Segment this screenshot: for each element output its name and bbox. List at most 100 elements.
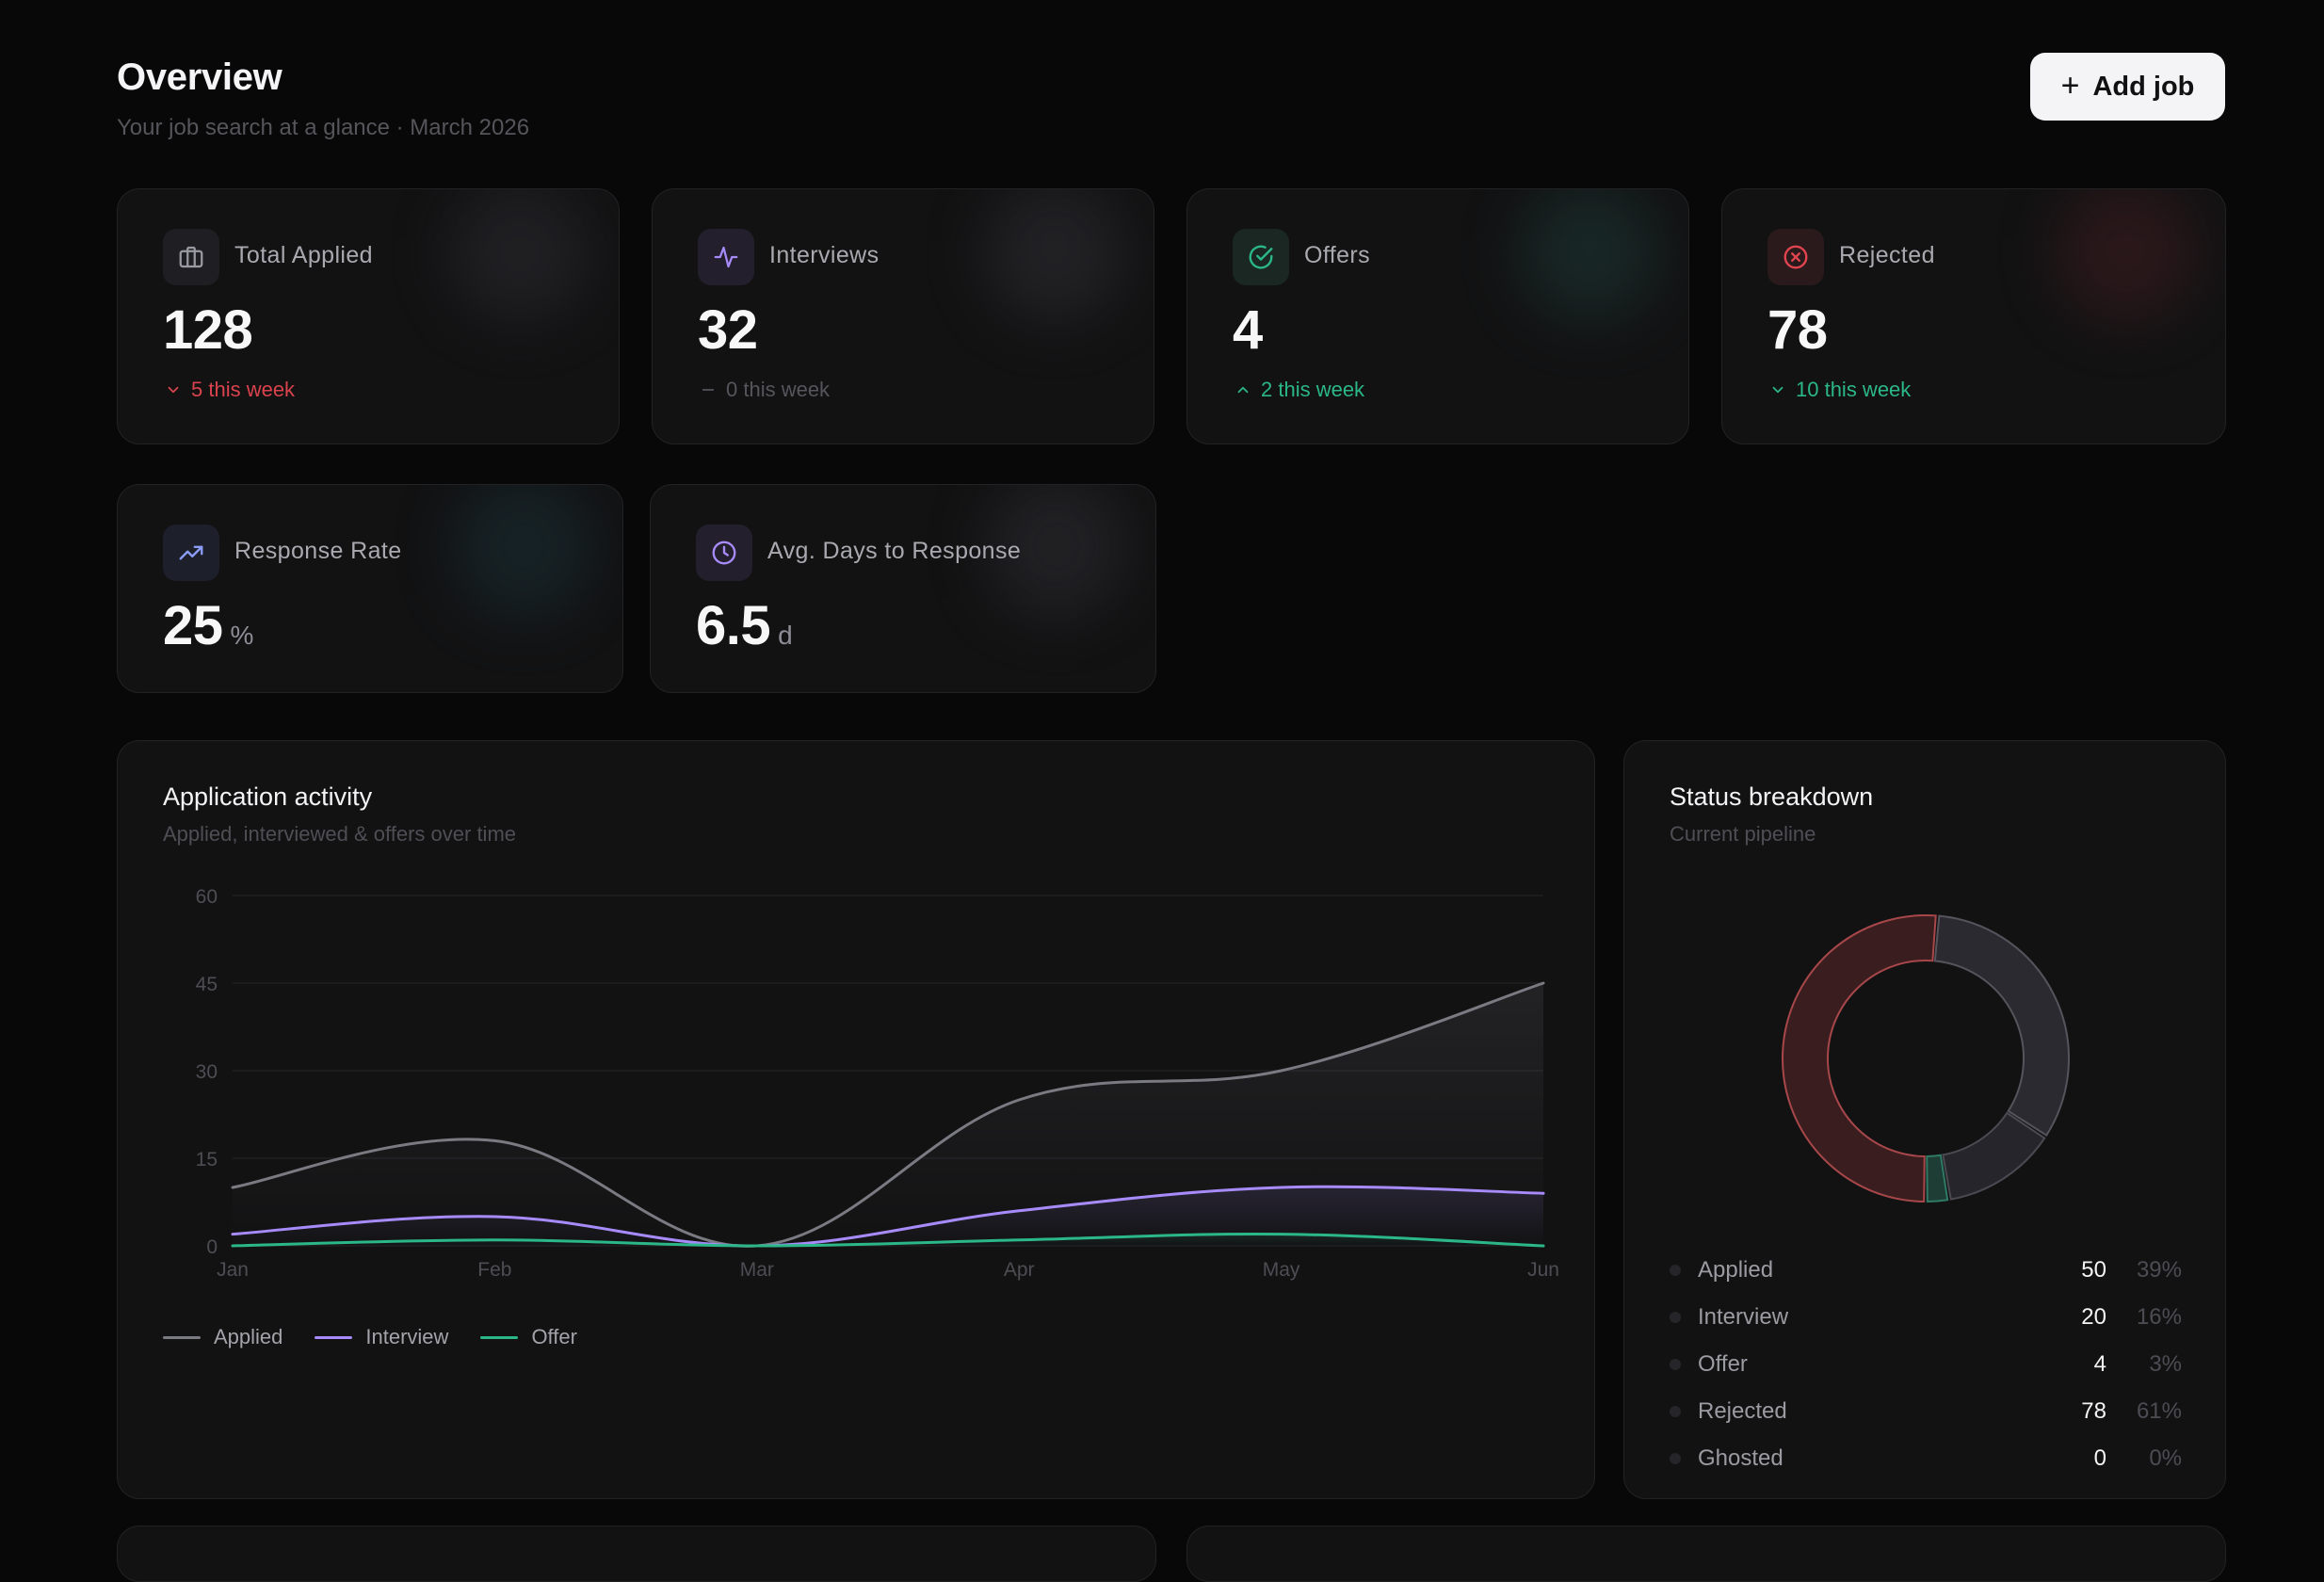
stat-card-avg-days: Avg. Days to Response 6.5 d — [650, 484, 1156, 693]
page-subtitle: Your job search at a glance · March 2026 — [117, 115, 530, 140]
status-row: Offer 4 3% — [1670, 1346, 2182, 1383]
series-line-interview — [231, 1185, 1545, 1248]
stat-card-rejected: Rejected 78 10 this week — [1721, 188, 2226, 444]
x-circle-icon — [1767, 229, 1824, 285]
bottom-card-left — [117, 1526, 1156, 1582]
series-area-interview — [233, 1186, 1543, 1247]
status-percent: 3% — [2149, 1351, 2182, 1377]
status-donut-chart — [1782, 914, 2070, 1203]
status-percent: 16% — [2136, 1304, 2182, 1330]
legend-swatch — [315, 1335, 353, 1339]
status-dot — [1670, 1312, 1681, 1323]
y-tick-label: 30 — [196, 1061, 218, 1083]
stat-delta: 2 this week — [1235, 378, 1364, 402]
donut-slice-applied — [1933, 914, 2070, 1137]
donut-slice-offer — [1926, 1154, 1949, 1203]
panel-subtitle: Current pipeline — [1670, 822, 1816, 846]
stat-label: Response Rate — [234, 538, 402, 564]
panel-title: Application activity — [163, 783, 373, 811]
status-dot — [1670, 1406, 1681, 1417]
y-tick-label: 60 — [196, 886, 218, 908]
chevron-down-icon — [1772, 386, 1783, 394]
legend-swatch — [163, 1335, 201, 1339]
status-row: Rejected 78 61% — [1670, 1393, 2182, 1430]
panel-subtitle: Applied, interviewed & offers over time — [163, 822, 516, 846]
stat-delta: 10 this week — [1769, 378, 1911, 402]
stat-unit: d — [778, 621, 793, 650]
stat-value: 6.5 d — [696, 595, 793, 656]
stat-card-response-rate: Response Rate 25% — [117, 484, 623, 693]
status-percent: 0% — [2149, 1445, 2182, 1471]
stat-label: Offers — [1304, 242, 1371, 268]
minus-icon — [702, 389, 715, 391]
x-tick-label: Jan — [217, 1259, 249, 1281]
series-area-applied — [233, 983, 1543, 1247]
stat-unit: % — [230, 621, 254, 650]
chevron-down-icon — [168, 386, 179, 394]
status-count: 0 — [2093, 1445, 2106, 1471]
stat-value: 25% — [163, 595, 254, 656]
status-count: 50 — [2081, 1257, 2106, 1283]
legend-label: Interview — [365, 1325, 449, 1348]
status-percent: 61% — [2136, 1398, 2182, 1424]
check-circle-icon — [1233, 229, 1289, 285]
legend-item: Interview — [315, 1325, 448, 1349]
legend-label: Applied — [214, 1325, 283, 1348]
stat-delta: 0 this week — [700, 378, 830, 402]
legend-item: Offer — [480, 1325, 577, 1349]
status-dot — [1670, 1453, 1681, 1464]
x-tick-label: Mar — [740, 1259, 774, 1281]
status-dot — [1670, 1359, 1681, 1370]
panel-title: Status breakdown — [1670, 783, 1874, 811]
add-job-button[interactable]: + Add job — [2030, 53, 2225, 121]
legend-label: Offer — [531, 1325, 577, 1348]
status-dot — [1670, 1265, 1681, 1276]
page-title: Overview — [117, 56, 282, 98]
activity-panel: Application activity Applied, interviewe… — [117, 740, 1595, 1499]
stat-card-interviews: Interviews 32 0 this week — [652, 188, 1154, 444]
status-name: Applied — [1698, 1257, 1774, 1283]
status-count: 4 — [2093, 1351, 2106, 1377]
activity-icon — [698, 229, 754, 285]
chevron-up-icon — [1237, 386, 1249, 394]
status-name: Offer — [1698, 1351, 1748, 1377]
series-line-applied — [231, 981, 1545, 1248]
stat-card-total-applied: Total Applied 128 5 this week — [117, 188, 620, 444]
legend-swatch — [480, 1335, 519, 1339]
stat-label: Interviews — [769, 242, 880, 268]
series-area-offer — [233, 1234, 1543, 1246]
trending-up-icon — [163, 525, 219, 581]
status-count: 20 — [2081, 1304, 2106, 1330]
legend-item: Applied — [163, 1325, 282, 1349]
status-name: Interview — [1698, 1304, 1789, 1330]
x-tick-label: Apr — [1004, 1259, 1035, 1281]
stat-value: 78 — [1767, 299, 1828, 361]
add-job-label: Add job — [2092, 71, 2195, 102]
stat-card-offers: Offers 4 2 this week — [1186, 188, 1689, 444]
status-row: Interview 20 16% — [1670, 1299, 2182, 1336]
plus-icon: + — [2060, 67, 2080, 104]
chart-legend: Applied Interview Offer — [163, 1325, 577, 1349]
x-tick-label: Jun — [1527, 1259, 1559, 1281]
status-row: Ghosted 0 0% — [1670, 1440, 2182, 1477]
stat-delta: 5 this week — [165, 378, 295, 402]
stat-value: 32 — [698, 299, 758, 361]
stat-label: Rejected — [1839, 242, 1935, 268]
status-row: Applied 50 39% — [1670, 1251, 2182, 1289]
x-tick-label: May — [1263, 1259, 1300, 1281]
status-count: 78 — [2081, 1398, 2106, 1424]
stat-label: Avg. Days to Response — [767, 538, 1022, 564]
status-percent: 39% — [2136, 1257, 2182, 1283]
y-tick-label: 45 — [196, 974, 218, 995]
activity-line-chart: 0 15 30 45 60 Jan Feb Mar Apr May Jun — [196, 886, 1559, 1281]
briefcase-icon — [163, 229, 219, 285]
status-name: Ghosted — [1698, 1445, 1783, 1471]
clock-icon — [696, 525, 752, 581]
series-line-offer — [231, 1232, 1545, 1248]
donut-slice-interview — [1942, 1111, 2046, 1201]
y-tick-label: 15 — [196, 1149, 218, 1170]
stat-value: 4 — [1233, 299, 1263, 361]
bottom-card-right — [1186, 1526, 2226, 1582]
stat-value: 128 — [163, 299, 253, 361]
y-tick-label: 0 — [206, 1236, 218, 1258]
